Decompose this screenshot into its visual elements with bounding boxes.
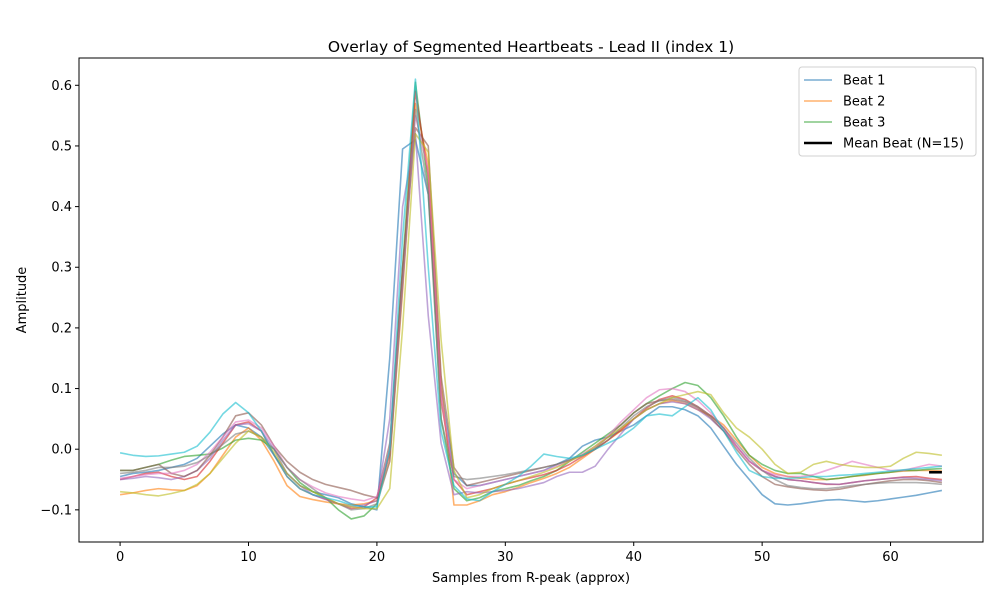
y-tick-label: 0.6 [51, 79, 72, 94]
y-tick-label: 0.2 [51, 321, 72, 336]
x-tick-label: 10 [240, 550, 257, 565]
x-axis: 0 10 20 30 40 50 60 [116, 542, 899, 565]
legend-box [798, 66, 977, 157]
series-line-1 [119, 139, 943, 511]
series-line-6 [120, 126, 943, 499]
series-line-5 [120, 133, 942, 508]
y-axis: −0.1 0.0 0.1 0.2 0.3 0.4 0.5 0.6 [40, 79, 79, 518]
y-tick-label: 0.3 [51, 261, 72, 276]
plot-lines [119, 78, 943, 520]
x-tick-label: 20 [369, 550, 386, 565]
series-line-2 [119, 102, 942, 506]
series-line-3 [120, 81, 942, 520]
legend-label: Beat 1 [843, 74, 885, 89]
legend-label: Mean Beat (N=15) [843, 137, 964, 152]
chart-title: Overlay of Segmented Heartbeats - Lead I… [328, 38, 734, 56]
y-tick-label: 0.0 [51, 443, 72, 458]
y-tick-label: 0.1 [51, 382, 72, 397]
x-tick-label: 0 [116, 550, 124, 565]
series-line-8 [120, 108, 942, 511]
series-line-9 [120, 133, 943, 510]
y-tick-label: 0.5 [51, 139, 72, 154]
y-tick-label: 0.4 [51, 200, 72, 215]
x-tick-label: 50 [754, 550, 771, 565]
x-tick-label: 60 [882, 550, 899, 565]
legend: Beat 1 Beat 2 Beat 3 Mean Beat (N=15) [798, 66, 977, 157]
series-line-10 [119, 78, 942, 508]
y-axis-label: Amplitude [15, 267, 30, 334]
plot-frame [78, 57, 984, 543]
x-axis-label: Samples from R-peak (approx) [432, 571, 630, 586]
legend-label: Beat 2 [843, 95, 885, 110]
legend-label: Beat 3 [843, 116, 885, 131]
x-tick-label: 30 [497, 550, 514, 565]
series-line-7 [119, 114, 943, 502]
y-tick-label: −0.1 [40, 503, 72, 518]
x-tick-label: 40 [625, 550, 642, 565]
